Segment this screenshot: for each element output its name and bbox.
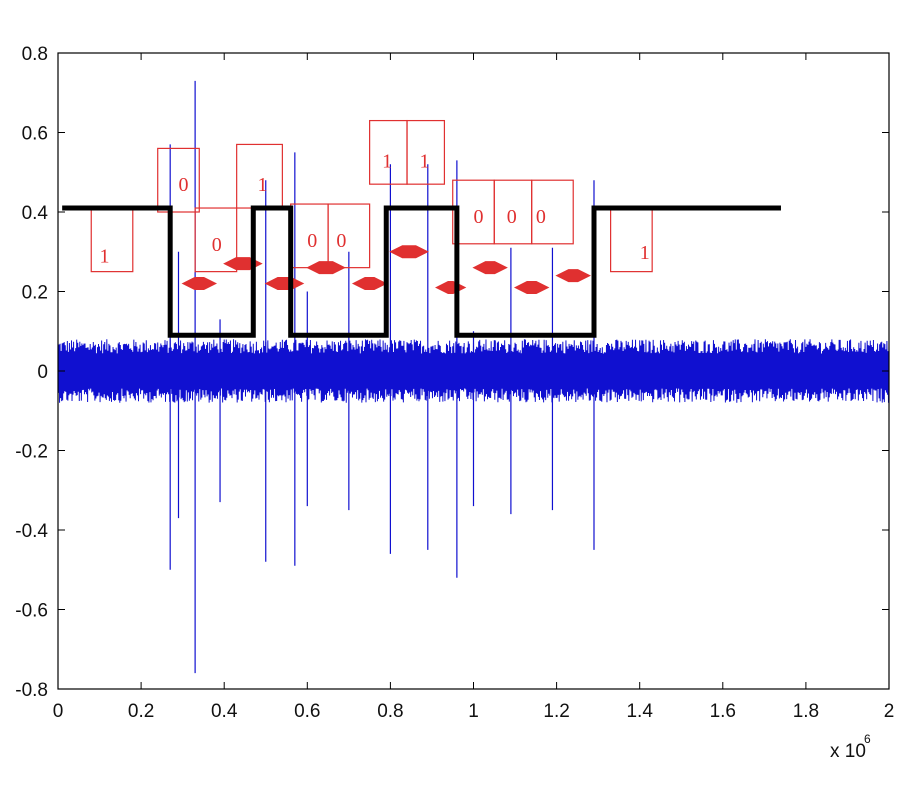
- interval-arrow: [181, 277, 218, 291]
- interval-arrow: [513, 281, 550, 295]
- bit-box: [157, 147, 200, 213]
- x-tick-label: 0.6: [294, 701, 320, 722]
- y-tick-label: 0.8: [22, 44, 48, 65]
- x-exponent-base: x 10: [830, 741, 866, 762]
- bit-box: [194, 207, 238, 273]
- bit-label: 0: [336, 230, 346, 252]
- bit-label: 0: [178, 174, 188, 196]
- interval-arrow: [389, 245, 429, 259]
- x-tick-label: 0.2: [128, 701, 154, 722]
- interval-arrow: [306, 261, 346, 275]
- x-tick-label: 1.8: [793, 701, 819, 722]
- y-tick-label: -0.6: [15, 601, 48, 622]
- bit-label: 0: [212, 234, 222, 256]
- step-signal-layer: [62, 205, 781, 338]
- x-tick-label: 0.8: [377, 701, 403, 722]
- x-tick-label: 0.4: [211, 701, 238, 722]
- interval-arrow: [555, 269, 591, 283]
- bit-box: [531, 179, 574, 245]
- interval-arrow: [223, 257, 263, 271]
- y-tick-label: -0.2: [15, 442, 48, 463]
- bit-label: 0: [307, 230, 317, 252]
- x-tick-label: 0: [53, 701, 64, 722]
- x-tick-label: 1: [468, 701, 479, 722]
- bit-label: 1: [382, 150, 392, 172]
- y-tick-label: 0.4: [22, 203, 49, 224]
- step-trace: [62, 205, 781, 338]
- interval-arrow: [472, 261, 508, 275]
- noise-signal-layer: [57, 80, 890, 674]
- axes-layer: 0 0.2 0.4 0.6 0.8 1 1.2 1.4 1.6 1.8 2 -0.8 -0.6 -0.4 -…: [15, 44, 894, 722]
- bit-box: [90, 207, 134, 273]
- bit-label: 1: [100, 246, 110, 268]
- bit-label: 0: [474, 206, 484, 228]
- y-tick-label: 0.2: [22, 283, 48, 304]
- y-tick-label: -0.4: [15, 521, 48, 542]
- x-tick-label: 1.2: [543, 701, 569, 722]
- bit-box: [327, 203, 371, 269]
- interval-arrow: [351, 277, 388, 291]
- bit-label: 1: [640, 242, 650, 264]
- bit-label: 0: [536, 206, 546, 228]
- interval-arrow: [264, 277, 305, 291]
- x-exponent-power: 6: [864, 732, 871, 746]
- bit-box: [406, 119, 446, 185]
- x-tick-label: 1.6: [710, 701, 736, 722]
- y-tick-label: 0: [37, 362, 48, 383]
- bit-label: 0: [507, 206, 517, 228]
- bit-label: 1: [419, 150, 429, 172]
- y-tick-label: -0.8: [15, 680, 48, 701]
- x-tick-label: 1.4: [626, 701, 653, 722]
- y-tick-label: 0.6: [22, 124, 48, 145]
- bit-label: 1: [257, 174, 267, 196]
- x-tick-label: 2: [884, 701, 895, 722]
- interval-arrow: [434, 281, 467, 295]
